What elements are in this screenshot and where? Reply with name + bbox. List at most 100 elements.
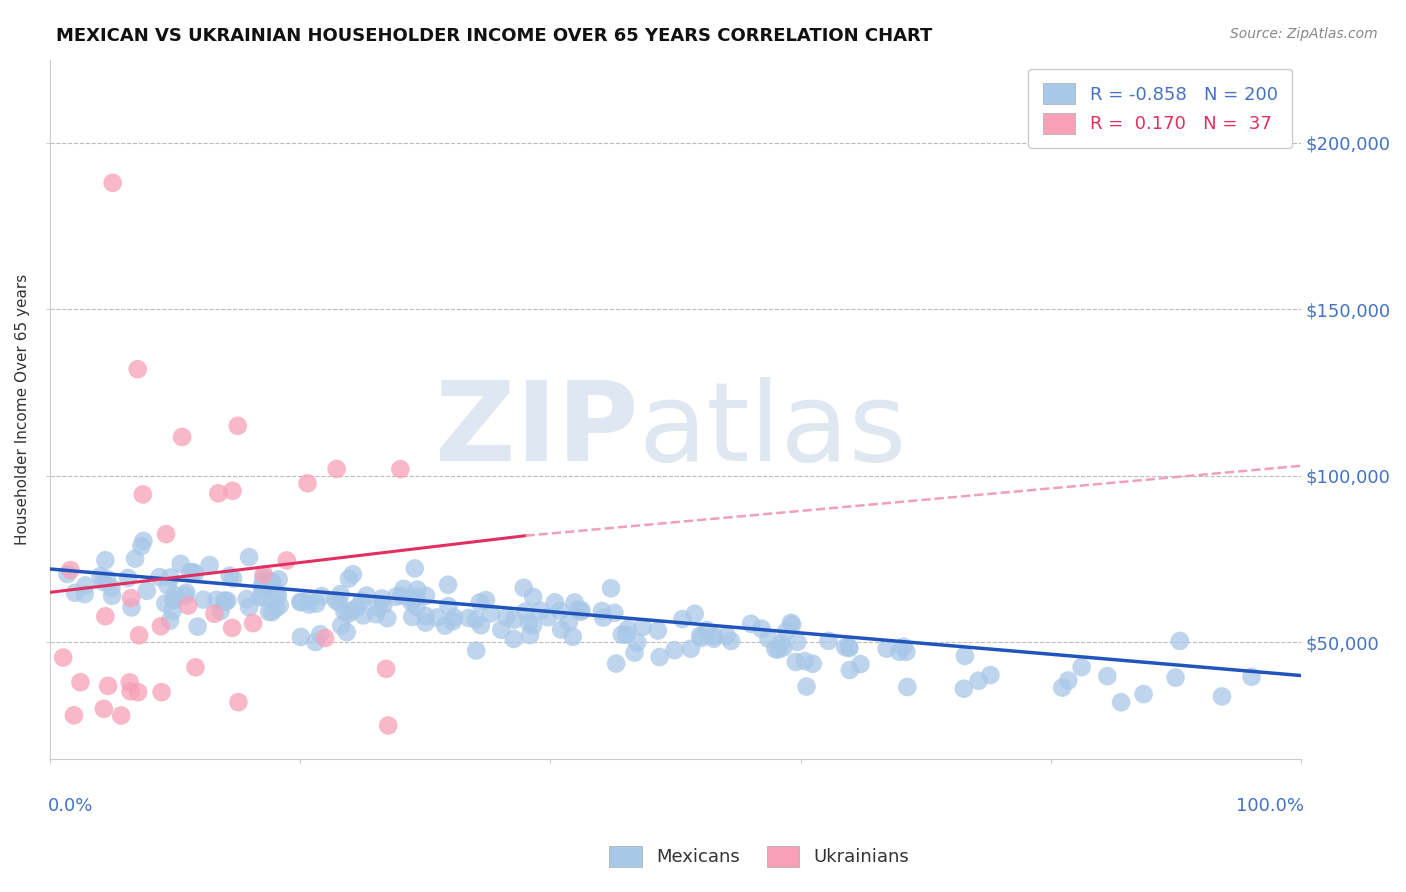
- Point: [75, 578, 97, 592]
- Point: [96, 572, 118, 586]
- Point: [69, 675, 91, 690]
- Point: [591, 604, 613, 618]
- Point: [89, 569, 111, 583]
- Legend: Mexicans, Ukrainians: Mexicans, Ukrainians: [602, 838, 917, 874]
- Point: [468, 595, 491, 609]
- Point: [329, 587, 352, 601]
- Point: [249, 591, 271, 605]
- Point: [371, 591, 394, 606]
- Point: [610, 627, 633, 641]
- Point: [207, 486, 229, 500]
- Point: [896, 645, 918, 659]
- Point: [775, 624, 797, 639]
- Point: [276, 553, 298, 567]
- Point: [896, 680, 918, 694]
- Point: [253, 574, 276, 589]
- Point: [267, 589, 290, 603]
- Point: [664, 643, 686, 657]
- Text: MEXICAN VS UKRAINIAN HOUSEHOLDER INCOME OVER 65 YEARS CORRELATION CHART: MEXICAN VS UKRAINIAN HOUSEHOLDER INCOME …: [56, 27, 932, 45]
- Point: [256, 574, 278, 588]
- Point: [648, 650, 671, 665]
- Point: [512, 581, 534, 595]
- Point: [150, 685, 173, 699]
- Point: [475, 593, 498, 607]
- Point: [550, 623, 572, 637]
- Point: [346, 600, 368, 615]
- Point: [772, 640, 794, 655]
- Point: [311, 589, 333, 603]
- Point: [333, 605, 356, 619]
- Point: [631, 620, 654, 634]
- Point: [305, 597, 328, 611]
- Text: ZIP: ZIP: [434, 376, 638, 483]
- Point: [392, 582, 415, 596]
- Point: [340, 604, 363, 618]
- Point: [569, 603, 592, 617]
- Legend: R = -0.858   N = 200, R =  0.170   N =  37: R = -0.858 N = 200, R = 0.170 N = 37: [1028, 69, 1292, 148]
- Point: [751, 622, 773, 636]
- Point: [364, 607, 387, 622]
- Point: [131, 539, 153, 553]
- Point: [515, 605, 537, 619]
- Point: [838, 640, 860, 655]
- Point: [519, 628, 541, 642]
- Point: [1240, 670, 1263, 684]
- Point: [561, 630, 583, 644]
- Point: [979, 668, 1001, 682]
- Point: [405, 590, 427, 604]
- Point: [127, 362, 149, 376]
- Point: [262, 574, 284, 589]
- Point: [503, 613, 526, 627]
- Point: [605, 657, 627, 671]
- Point: [221, 621, 243, 635]
- Point: [101, 176, 124, 190]
- Point: [352, 608, 374, 623]
- Point: [479, 607, 502, 621]
- Point: [198, 558, 221, 572]
- Point: [1057, 673, 1080, 688]
- Point: [187, 620, 209, 634]
- Point: [156, 578, 179, 592]
- Point: [93, 702, 115, 716]
- Point: [214, 595, 236, 609]
- Point: [548, 604, 571, 618]
- Point: [716, 629, 738, 643]
- Point: [304, 635, 326, 649]
- Text: 0.0%: 0.0%: [48, 797, 93, 815]
- Point: [389, 589, 412, 603]
- Point: [336, 625, 359, 640]
- Point: [120, 591, 142, 606]
- Point: [110, 708, 132, 723]
- Point: [889, 645, 911, 659]
- Point: [817, 633, 839, 648]
- Point: [441, 614, 464, 628]
- Point: [342, 567, 364, 582]
- Point: [763, 642, 786, 657]
- Point: [647, 624, 669, 638]
- Point: [1164, 671, 1187, 685]
- Point: [253, 567, 276, 582]
- Point: [162, 593, 184, 607]
- Point: [172, 430, 194, 444]
- Point: [132, 533, 155, 548]
- Point: [683, 607, 706, 621]
- Point: [517, 615, 540, 630]
- Point: [470, 618, 492, 632]
- Point: [221, 483, 243, 498]
- Point: [703, 632, 725, 646]
- Point: [266, 585, 288, 599]
- Point: [238, 550, 260, 565]
- Point: [1168, 633, 1191, 648]
- Point: [124, 551, 146, 566]
- Point: [257, 605, 280, 619]
- Point: [785, 655, 807, 669]
- Text: Source: ZipAtlas.com: Source: ZipAtlas.com: [1230, 27, 1378, 41]
- Point: [148, 570, 170, 584]
- Point: [780, 617, 803, 632]
- Point: [132, 487, 155, 501]
- Point: [149, 619, 172, 633]
- Point: [298, 598, 321, 612]
- Point: [297, 593, 319, 607]
- Point: [689, 629, 711, 643]
- Point: [415, 589, 437, 603]
